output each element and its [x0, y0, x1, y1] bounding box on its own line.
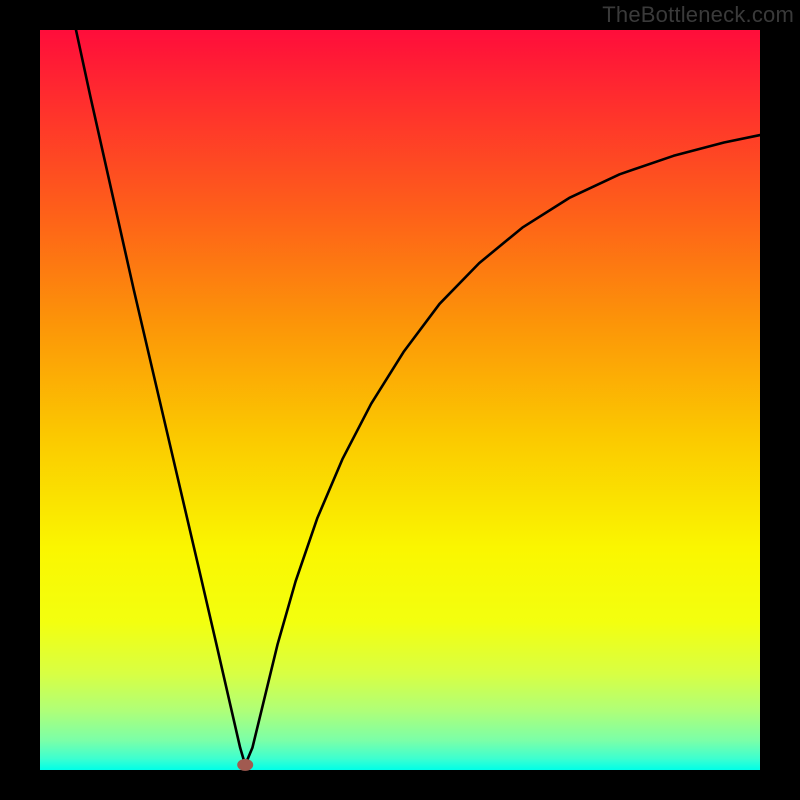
bottleneck-chart	[0, 0, 800, 800]
chart-container: TheBottleneck.com	[0, 0, 800, 800]
gradient-background	[40, 30, 760, 770]
watermark: TheBottleneck.com	[602, 2, 794, 28]
watermark-text: TheBottleneck.com	[602, 2, 794, 27]
minimum-marker	[237, 759, 253, 771]
